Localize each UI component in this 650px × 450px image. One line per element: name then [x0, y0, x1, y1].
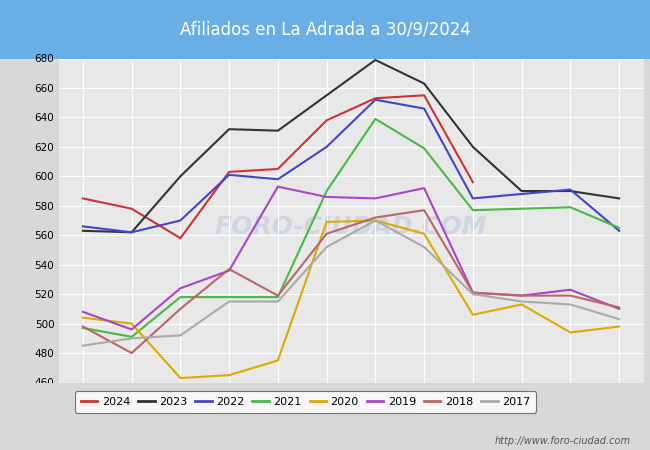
Text: http://www.foro-ciudad.com: http://www.foro-ciudad.com [495, 436, 630, 446]
Text: Afiliados en La Adrada a 30/9/2024: Afiliados en La Adrada a 30/9/2024 [179, 20, 471, 38]
Text: FORO-CIUDAD.COM: FORO-CIUDAD.COM [214, 215, 488, 239]
Legend: 2024, 2023, 2022, 2021, 2020, 2019, 2018, 2017: 2024, 2023, 2022, 2021, 2020, 2019, 2018… [75, 392, 536, 413]
